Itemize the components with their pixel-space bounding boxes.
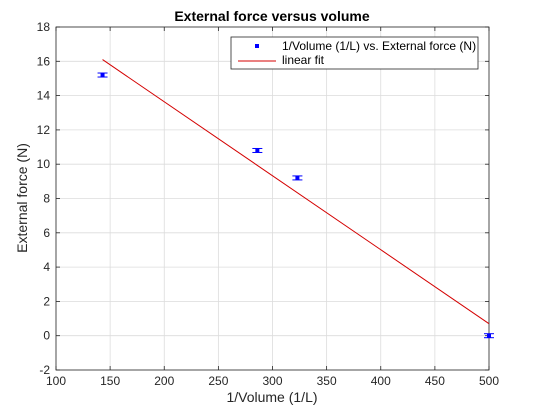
y-tick-label: 2: [43, 294, 50, 308]
data-point: [484, 333, 494, 339]
legend: 1/Volume (1/L) vs. External force (N) li…: [230, 36, 479, 70]
series-layer: [97, 59, 494, 339]
x-tick-label: 400: [371, 374, 391, 388]
data-point-marker: [487, 333, 491, 338]
y-tick-label: -2: [39, 363, 50, 377]
y-tick-labels: -2 0 2 4 6 8 10 12 14 16 18: [37, 20, 51, 377]
x-tick-label: 300: [262, 374, 282, 388]
legend-marker-points: [255, 44, 259, 48]
y-tick-label: 12: [37, 123, 51, 137]
data-point-marker: [295, 175, 300, 180]
x-tick-label: 250: [208, 374, 228, 388]
legend-label-points: 1/Volume (1/L) vs. External force (N): [282, 39, 476, 53]
y-tick-label: 0: [43, 329, 50, 343]
data-point-marker: [100, 73, 105, 78]
data-point: [252, 147, 263, 153]
x-axis-label: 1/Volume (1/L): [226, 389, 317, 405]
y-tick-label: 8: [43, 192, 50, 206]
y-tick-label: 16: [37, 54, 51, 68]
plot-frame: [55, 26, 490, 371]
y-axis-label: External force (N): [14, 143, 30, 253]
x-tick-label: 450: [425, 374, 445, 388]
x-tick-label: 200: [154, 374, 174, 388]
x-tick-labels: 100 150 200 250 300 350 400 450 500: [46, 374, 499, 388]
data-point: [292, 175, 303, 181]
fit-line: [102, 59, 490, 325]
y-tick-label: 6: [43, 226, 50, 240]
y-tick-label: 4: [43, 260, 50, 274]
data-point-marker: [255, 148, 260, 153]
data-point: [97, 72, 108, 78]
y-tick-label: 14: [37, 89, 51, 103]
x-tick-label: 150: [100, 374, 120, 388]
y-tick-label: 18: [37, 20, 51, 34]
chart-title: External force versus volume: [174, 8, 370, 24]
x-tick-label: 350: [317, 374, 337, 388]
x-tick-label: 100: [46, 374, 66, 388]
legend-label-fit: linear fit: [282, 53, 325, 67]
y-tick-label: 10: [37, 157, 51, 171]
legend-box: [230, 36, 479, 70]
x-tick-label: 500: [479, 374, 499, 388]
